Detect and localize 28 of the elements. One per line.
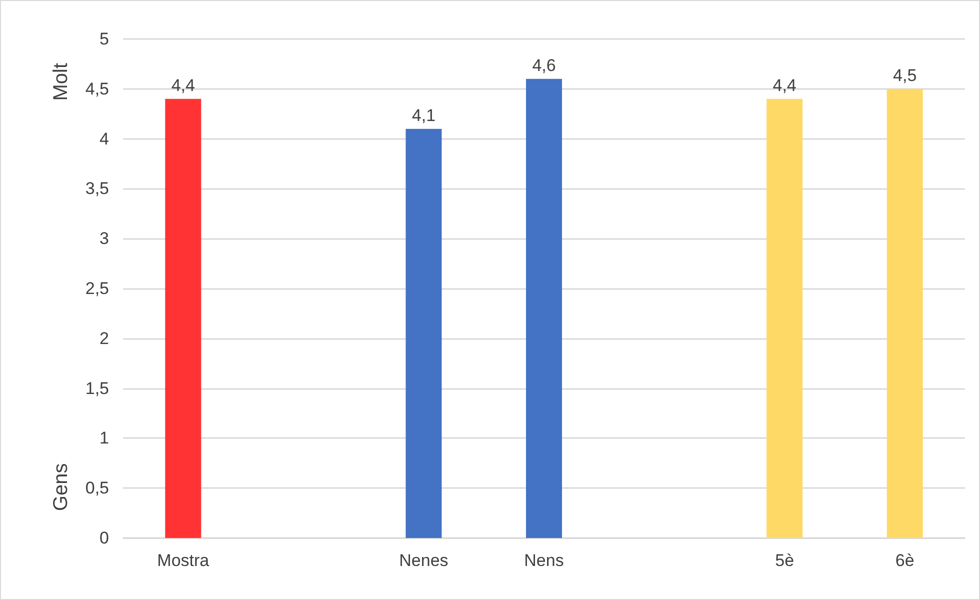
data-label: 4,1	[412, 106, 436, 125]
y-tick-label: 2	[100, 328, 109, 348]
text: Molt	[50, 62, 72, 101]
data-label: 4,4	[772, 76, 796, 95]
y-tick-label: 1	[100, 428, 109, 448]
y-tick-label: 4	[100, 129, 109, 148]
bar	[406, 128, 442, 538]
x-tick-label: 6è	[895, 551, 914, 570]
y-tick-label: 2,5	[85, 279, 109, 298]
x-tick-label: Nens	[524, 551, 564, 570]
bar	[886, 88, 923, 538]
data-label: 4,6	[532, 56, 556, 75]
y-tick-label: 4,5	[85, 79, 109, 98]
y-tick-label: 0	[100, 528, 109, 548]
x-tick-label: 5è	[775, 551, 794, 570]
text: Gens	[50, 463, 72, 511]
data-label: 4,4	[171, 76, 195, 95]
bar	[165, 98, 202, 538]
data-label: 4,5	[893, 66, 917, 85]
y-tick-label: 0,5	[85, 478, 109, 498]
bar	[526, 78, 562, 538]
bar	[766, 98, 803, 538]
y-tick-label: 1,5	[85, 378, 109, 398]
y-tick-label: 5	[100, 30, 109, 48]
y-tick-label: 3	[100, 229, 109, 248]
y-tick-label: 3,5	[85, 179, 109, 198]
x-tick-label: Mostra	[157, 551, 210, 570]
x-tick-label: Nenes	[399, 551, 448, 570]
